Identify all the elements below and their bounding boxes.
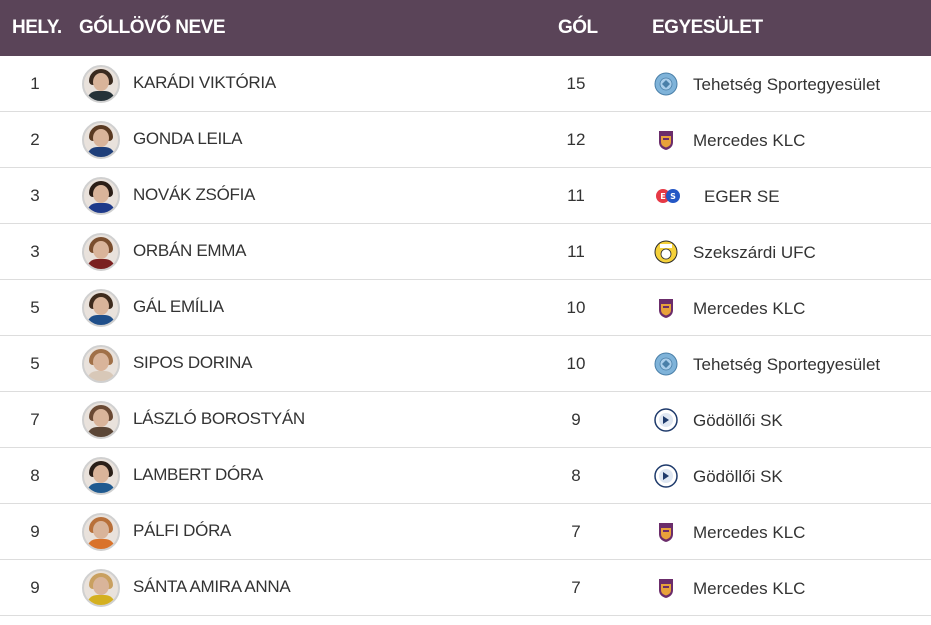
club-name[interactable]: Mercedes KLC xyxy=(693,299,806,318)
rank-cell: 5 xyxy=(30,298,40,317)
player-name[interactable]: LÁSZLÓ BOROSTYÁN xyxy=(133,409,305,428)
club-name[interactable]: Tehetség Sportegyesület xyxy=(693,75,881,94)
player-name[interactable]: KARÁDI VIKTÓRIA xyxy=(133,73,276,92)
player-avatar xyxy=(82,65,120,103)
table-body: 1 KARÁDI VIKTÓRIA 15 Tehetség Sportegyesüle… xyxy=(0,56,931,616)
club-name[interactable]: Mercedes KLC xyxy=(693,131,806,150)
club-name[interactable]: Gödöllői SK xyxy=(693,467,783,486)
header-name: GÓLLÖVŐ NEVE xyxy=(79,17,226,38)
player-name[interactable]: NOVÁK ZSÓFIA xyxy=(133,185,256,204)
goals-cell: 15 xyxy=(566,74,586,93)
goals-cell: 9 xyxy=(571,410,581,429)
godolloi-sk-logo xyxy=(654,408,678,432)
table-row: 3 ORBÁN EMMA 11 Szekszárdi UFC xyxy=(0,224,931,280)
tehetseg-logo xyxy=(654,72,678,96)
table-row: 8 LAMBERT DÓRA 8 Gödöllői SK xyxy=(0,448,931,504)
player-name[interactable]: SIPOS DORINA xyxy=(133,353,253,372)
godolloi-sk-logo xyxy=(654,464,678,488)
player-avatar xyxy=(82,233,120,271)
player-name[interactable]: LAMBERT DÓRA xyxy=(133,465,263,484)
player-avatar xyxy=(82,121,120,159)
goals-cell: 8 xyxy=(571,466,581,485)
rank-cell: 2 xyxy=(30,130,40,149)
rank-cell: 5 xyxy=(30,354,40,373)
player-name[interactable]: GÁL EMÍLIA xyxy=(133,297,224,316)
header-club: EGYESÜLET xyxy=(652,17,763,38)
mercedes-klc-logo xyxy=(654,576,678,600)
player-name[interactable]: PÁLFI DÓRA xyxy=(133,521,232,540)
table-row: 2 GONDA LEILA 12 Mercedes KLC xyxy=(0,112,931,168)
table-row: 9 PÁLFI DÓRA 7 Mercedes KLC xyxy=(0,504,931,560)
header-goals: GÓL xyxy=(558,17,598,38)
player-avatar xyxy=(82,513,120,551)
club-name[interactable]: Szekszárdi UFC xyxy=(693,243,816,262)
svg-text:E: E xyxy=(660,192,665,201)
rank-cell: 3 xyxy=(30,242,40,261)
mercedes-klc-logo xyxy=(654,296,678,320)
tehetseg-logo xyxy=(654,352,678,376)
player-name[interactable]: GONDA LEILA xyxy=(133,129,243,148)
szekszardi-ufc-logo xyxy=(654,240,678,264)
table-row: 1 KARÁDI VIKTÓRIA 15 Tehetség Sportegyesüle… xyxy=(0,56,931,112)
goals-cell: 11 xyxy=(567,242,585,261)
goals-cell: 10 xyxy=(566,354,586,373)
goals-cell: 7 xyxy=(571,578,581,597)
rank-cell: 3 xyxy=(30,186,40,205)
player-avatar xyxy=(82,177,120,215)
table-row: 5 GÁL EMÍLIA 10 Mercedes KLC xyxy=(0,280,931,336)
goals-cell: 10 xyxy=(566,298,586,317)
player-avatar xyxy=(82,345,120,383)
goals-cell: 11 xyxy=(567,186,585,205)
mercedes-klc-logo xyxy=(654,520,678,544)
goals-cell: 7 xyxy=(571,522,581,541)
svg-text:S: S xyxy=(670,192,676,201)
club-name[interactable]: EGER SE xyxy=(704,187,780,206)
rank-cell: 1 xyxy=(30,74,40,93)
table-row: 7 LÁSZLÓ BOROSTYÁN 9 Gödöllői SK xyxy=(0,392,931,448)
club-name[interactable]: Mercedes KLC xyxy=(693,523,806,542)
player-avatar xyxy=(82,401,120,439)
goals-cell: 12 xyxy=(566,130,586,149)
player-name[interactable]: SÁNTA AMIRA ANNA xyxy=(133,577,291,596)
club-name[interactable]: Gödöllői SK xyxy=(693,411,783,430)
table-header: HELY. GÓLLÖVŐ NEVE GÓL EGYESÜLET xyxy=(0,0,931,56)
player-avatar xyxy=(82,289,120,327)
player-avatar xyxy=(82,569,120,607)
rank-cell: 9 xyxy=(30,522,40,541)
rank-cell: 9 xyxy=(30,578,40,597)
table-row: 3 NOVÁK ZSÓFIA 11 E S EGER SE xyxy=(0,168,931,224)
player-avatar xyxy=(82,457,120,495)
club-name[interactable]: Tehetség Sportegyesület xyxy=(693,355,881,374)
rank-cell: 7 xyxy=(30,410,40,429)
header-rank: HELY. xyxy=(12,17,62,38)
rank-cell: 8 xyxy=(30,466,40,485)
table-row: 5 SIPOS DORINA 10 Tehetség Sportegyesület xyxy=(0,336,931,392)
club-name[interactable]: Mercedes KLC xyxy=(693,579,806,598)
mercedes-klc-logo xyxy=(654,128,678,152)
player-name[interactable]: ORBÁN EMMA xyxy=(133,241,247,260)
table-row: 9 SÁNTA AMIRA ANNA 7 Mercedes KLC xyxy=(0,560,931,616)
